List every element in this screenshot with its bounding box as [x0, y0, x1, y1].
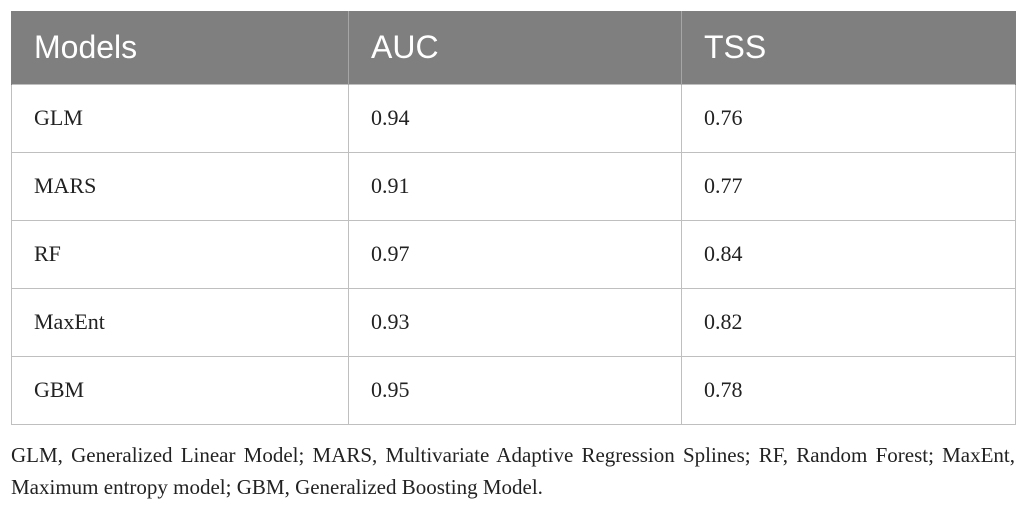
table-header-row: Models AUC TSS: [11, 11, 1016, 84]
cell-model: GBM: [11, 355, 349, 425]
cell-tss: 0.84: [681, 219, 1016, 289]
table-row: MaxEnt 0.93 0.82: [11, 287, 1016, 357]
cell-tss: 0.78: [681, 355, 1016, 425]
cell-tss: 0.82: [681, 287, 1016, 357]
cell-model: MARS: [11, 151, 349, 221]
cell-auc: 0.91: [348, 151, 682, 221]
table-footnote: GLM, Generalized Linear Model; MARS, Mul…: [11, 443, 1015, 499]
cell-tss: 0.76: [681, 83, 1016, 153]
cell-auc: 0.94: [348, 83, 682, 153]
table-row: GBM 0.95 0.78: [11, 355, 1016, 425]
model-performance-table: Models AUC TSS GLM 0.94 0.76 MARS 0.91 0…: [11, 11, 1016, 425]
header-models: Models: [11, 11, 349, 84]
table-row: GLM 0.94 0.76: [11, 83, 1016, 153]
header-auc: AUC: [348, 11, 682, 84]
cell-model: GLM: [11, 83, 349, 153]
cell-model: MaxEnt: [11, 287, 349, 357]
table-row: RF 0.97 0.84: [11, 219, 1016, 289]
table-row: MARS 0.91 0.77: [11, 151, 1016, 221]
model-performance-table-container: Models AUC TSS GLM 0.94 0.76 MARS 0.91 0…: [11, 11, 1016, 425]
header-tss: TSS: [681, 11, 1016, 84]
cell-model: RF: [11, 219, 349, 289]
cell-auc: 0.95: [348, 355, 682, 425]
cell-tss: 0.77: [681, 151, 1016, 221]
cell-auc: 0.93: [348, 287, 682, 357]
cell-auc: 0.97: [348, 219, 682, 289]
